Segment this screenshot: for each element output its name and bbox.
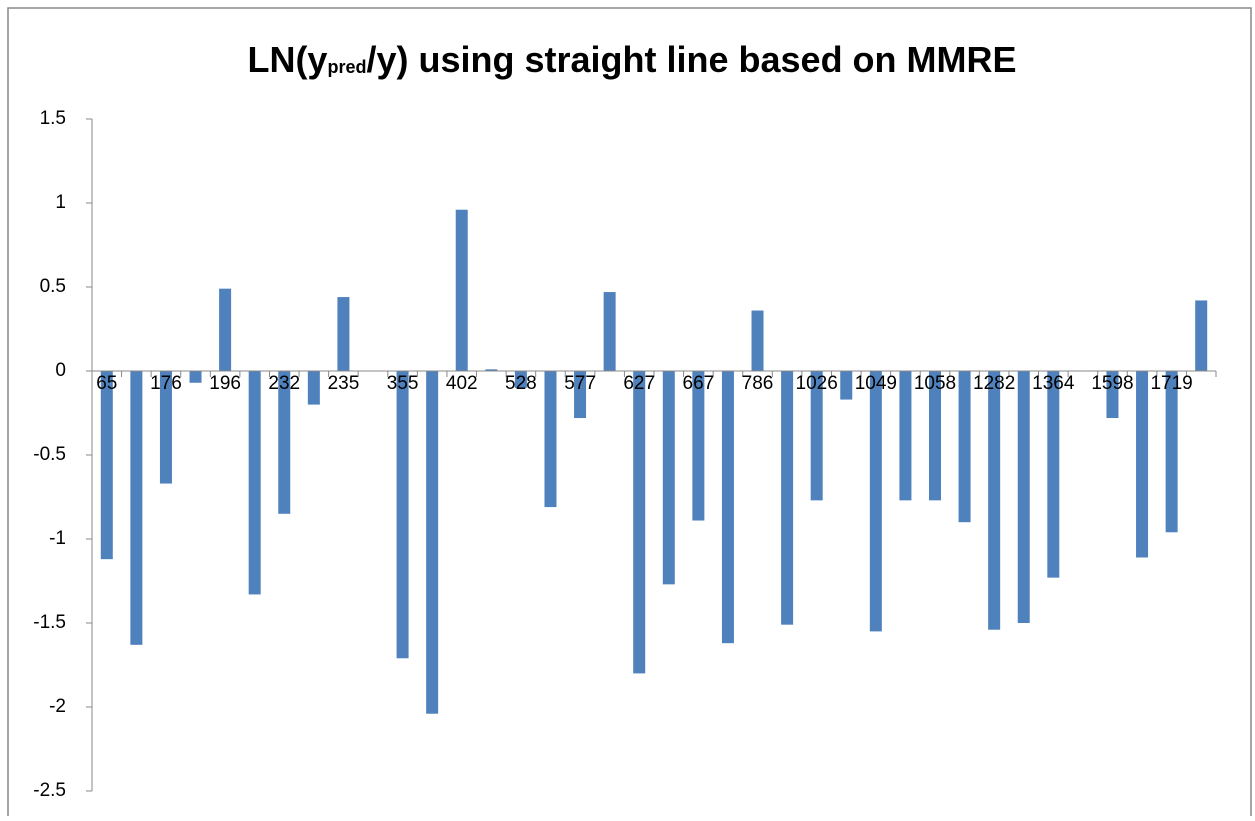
bar [189, 371, 202, 383]
x-tick-label: 528 [505, 373, 537, 394]
x-tick-label: 627 [623, 373, 655, 394]
x-tick-label: 235 [328, 373, 360, 394]
x-tick-label: 232 [268, 373, 300, 394]
chart-title: LN(ypred/y) using straight line based on… [247, 39, 1016, 80]
bar [633, 371, 646, 674]
y-tick-label: -0.5 [33, 444, 66, 465]
y-tick-label: 0.5 [40, 276, 66, 297]
bar [426, 371, 439, 714]
y-tick-label: -1.5 [33, 612, 66, 633]
x-tick-label: 1282 [973, 373, 1015, 394]
bar [899, 371, 912, 501]
x-tick-label: 667 [683, 373, 715, 394]
bar [337, 297, 350, 371]
bar [248, 371, 261, 595]
bar [958, 371, 971, 523]
bar [1195, 300, 1208, 371]
bar [1136, 371, 1149, 558]
y-tick-label: 1 [55, 192, 66, 213]
bar [544, 371, 557, 508]
y-tick-label: -1 [49, 528, 66, 549]
x-tick-label: 1058 [914, 373, 956, 394]
bar [781, 371, 794, 625]
bar [396, 371, 409, 659]
bar [988, 371, 1001, 630]
bar [1047, 371, 1060, 578]
y-tick-label: 1.5 [40, 108, 66, 129]
bar [603, 292, 616, 371]
bar [1106, 371, 1119, 419]
bar [840, 371, 853, 400]
bar [159, 371, 172, 484]
x-tick-label: 1364 [1032, 373, 1075, 394]
bar [100, 371, 113, 560]
title-part: /y) using straight line based on MMRE [366, 39, 1016, 80]
y-tick-label: 0 [55, 360, 66, 381]
x-tick-label: 1598 [1091, 373, 1133, 394]
bar [219, 288, 232, 371]
bar [278, 371, 291, 514]
bar [514, 371, 527, 388]
bar [574, 371, 587, 419]
title-part: LN(y [247, 39, 327, 80]
bar [929, 371, 941, 501]
bar [692, 371, 705, 521]
bar [130, 371, 143, 645]
y-tick-label: -2 [49, 696, 66, 717]
bar [721, 371, 734, 644]
bar [810, 371, 823, 501]
x-tick-label: 1049 [855, 373, 897, 394]
x-tick-label: 402 [446, 373, 478, 394]
x-tick-label: 577 [564, 373, 596, 394]
bar [455, 209, 468, 371]
bar [1165, 371, 1178, 533]
x-tick-label: 786 [742, 373, 774, 394]
chart-frame [7, 7, 1252, 821]
bar [1017, 371, 1030, 623]
title-subscript: pred [327, 57, 366, 77]
x-tick-label: 1719 [1150, 373, 1192, 394]
x-tick-label: 196 [209, 373, 241, 394]
y-tick-label: -2.5 [33, 780, 66, 801]
bar [485, 369, 498, 371]
bar [662, 371, 675, 585]
bar [307, 371, 320, 405]
bar [869, 371, 882, 632]
x-tick-label: 65 [96, 373, 117, 394]
x-tick-label: 1026 [796, 373, 838, 394]
x-tick-label: 176 [150, 373, 182, 394]
x-tick-label: 355 [387, 373, 419, 394]
bar [751, 310, 764, 371]
